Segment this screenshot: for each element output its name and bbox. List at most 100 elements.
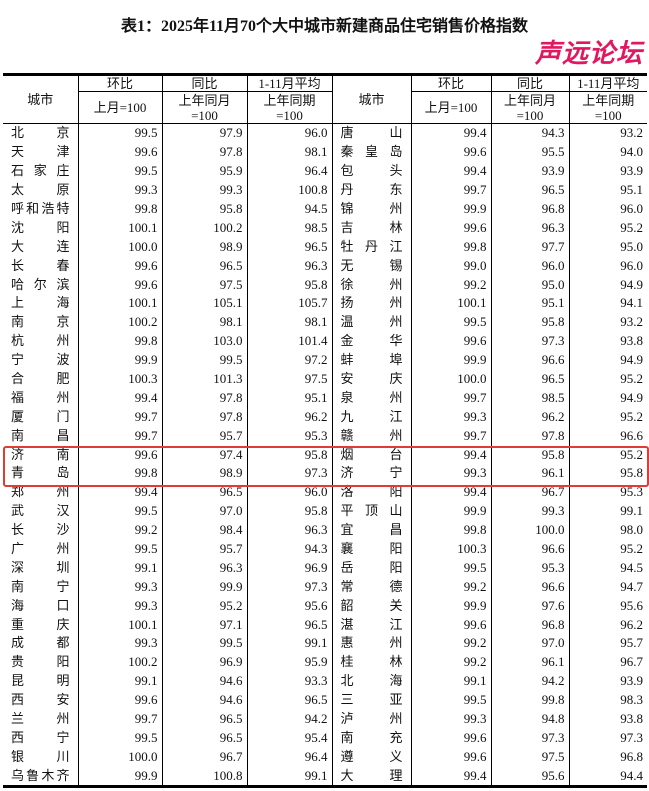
yoy-value: 96.5 — [490, 180, 569, 200]
avg-value: 93.9 — [568, 161, 647, 181]
table-title: 表1：2025年11月70个大中城市新建商品住宅销售价格指数 — [120, 18, 529, 35]
city-name: 呼和浩特 — [11, 201, 70, 216]
city-name: 济宁 — [331, 464, 411, 483]
header-avg-base-line2: =100 — [276, 107, 303, 123]
yoy-value: 99.3 — [161, 180, 247, 200]
avg-value: 96.3 — [246, 256, 332, 276]
yoy-value: 97.0 — [490, 634, 569, 653]
mom-value: 99.2 — [77, 520, 162, 540]
avg-value: 95.6 — [568, 596, 647, 616]
mom-value: 100.0 — [77, 237, 162, 257]
avg-value: 94.9 — [568, 275, 647, 295]
avg-value: 94.4 — [568, 766, 647, 787]
yoy-value: 95.6 — [490, 766, 569, 787]
avg-value: 95.2 — [568, 218, 647, 238]
avg-value: 93.2 — [568, 123, 647, 143]
mom-value: 99.3 — [77, 596, 162, 616]
table-row: 哈尔滨 99.6 97.5 95.8 徐州 99.2 95.0 94.9 — [3, 275, 647, 295]
mom-value: 99.9 — [410, 501, 491, 521]
avg-value: 96.0 — [246, 482, 332, 502]
yoy-value: 95.2 — [161, 596, 247, 616]
table-row: 福州 99.4 97.8 95.1 泉州 99.7 98.5 94.9 — [3, 388, 647, 408]
avg-value: 99.1 — [246, 766, 332, 787]
city-name: 广州 — [11, 541, 70, 557]
yoy-value: 100.0 — [490, 520, 569, 540]
yoy-value: 96.0 — [490, 256, 569, 276]
city-name: 长春 — [11, 257, 70, 273]
mom-value: 99.3 — [410, 407, 491, 427]
mom-value: 99.6 — [77, 445, 162, 465]
mom-value: 99.2 — [410, 634, 491, 653]
yoy-value: 99.9 — [161, 577, 247, 597]
table-row: 沈阳 100.1 100.2 98.5 吉林 99.6 96.3 95.2 — [3, 218, 647, 238]
avg-value: 105.7 — [246, 294, 332, 313]
city-name: 南宁 — [11, 578, 70, 594]
yoy-value: 95.7 — [161, 539, 247, 559]
header-yoy-base-line1: 上年同月 — [503, 92, 556, 108]
city-name: 海口 — [11, 597, 70, 613]
table-row: 武汉 99.5 97.0 95.8 平顶山 99.9 99.3 99.1 — [3, 501, 647, 521]
city-name: 包头 — [331, 161, 411, 181]
table-row: 宁波 99.9 99.5 97.2 蚌埠 99.9 96.6 94.9 — [3, 350, 647, 370]
city-name: 岳阳 — [331, 558, 411, 578]
mom-value: 99.0 — [410, 256, 491, 276]
table-row: 合肥 100.3 101.3 97.5 安庆 100.0 96.5 95.2 — [3, 369, 647, 389]
table-row: 西安 99.6 94.6 96.5 三亚 99.5 99.8 98.3 — [3, 690, 647, 710]
city-name: 哈尔滨 — [11, 276, 70, 292]
yoy-value: 93.9 — [490, 161, 569, 181]
mom-value: 100.0 — [410, 369, 491, 389]
yoy-value: 96.3 — [161, 558, 247, 578]
mom-value: 99.7 — [77, 407, 162, 427]
header-yoy-base-line2: =100 — [191, 107, 218, 123]
mom-value: 99.3 — [77, 577, 162, 597]
avg-value: 95.9 — [246, 652, 332, 672]
city-name: 北京 — [11, 125, 70, 141]
mom-value: 99.5 — [77, 501, 162, 521]
city-name: 太原 — [11, 182, 70, 198]
avg-value: 94.9 — [568, 388, 647, 408]
avg-value: 96.5 — [246, 237, 332, 257]
avg-value: 95.8 — [246, 275, 332, 295]
city-name: 遵义 — [331, 747, 411, 767]
avg-value: 95.2 — [568, 539, 647, 559]
avg-value: 93.9 — [568, 671, 647, 691]
avg-value: 99.1 — [246, 634, 332, 653]
mom-value: 99.4 — [77, 482, 162, 502]
table-row: 长沙 99.2 98.4 96.3 宜昌 99.8 100.0 98.0 — [3, 520, 647, 540]
header-yoy-base: 上年同月 =100 — [161, 91, 247, 124]
header-avg-2: 1-11月平均 — [568, 74, 647, 92]
header-yoy-2: 同比 — [490, 74, 569, 92]
city-name: 惠州 — [331, 634, 411, 653]
avg-value: 95.3 — [246, 426, 332, 446]
city-name: 重庆 — [11, 616, 70, 632]
table-row: 西宁 99.5 96.5 95.4 南充 99.6 97.3 97.3 — [3, 728, 647, 748]
city-name: 南京 — [11, 314, 70, 330]
table-row: 南宁 99.3 99.9 97.3 常德 99.2 96.6 94.7 — [3, 577, 647, 597]
avg-value: 96.2 — [568, 615, 647, 635]
mom-value: 99.6 — [77, 690, 162, 710]
avg-value: 96.3 — [246, 520, 332, 540]
yoy-value: 97.5 — [490, 747, 569, 767]
city-name: 烟台 — [331, 445, 411, 465]
city-name: 福州 — [11, 389, 70, 405]
avg-value: 97.3 — [568, 728, 647, 748]
header-mom: 环比 — [77, 74, 162, 92]
mom-value: 100.1 — [410, 294, 491, 313]
avg-value: 95.2 — [568, 369, 647, 389]
yoy-value: 97.0 — [161, 501, 247, 521]
header-mom-2: 环比 — [410, 74, 491, 92]
mom-value: 99.8 — [77, 331, 162, 351]
city-name: 郑州 — [11, 484, 70, 500]
city-name: 韶关 — [331, 596, 411, 616]
avg-value: 96.9 — [246, 558, 332, 578]
yoy-value: 96.8 — [490, 199, 569, 219]
yoy-value: 94.2 — [490, 671, 569, 691]
table-row: 海口 99.3 95.2 95.6 韶关 99.9 97.6 95.6 — [3, 596, 647, 616]
mom-value: 99.7 — [410, 426, 491, 446]
yoy-value: 94.6 — [161, 690, 247, 710]
avg-value: 95.1 — [246, 388, 332, 408]
city-name: 襄阳 — [331, 539, 411, 559]
avg-value: 93.2 — [568, 312, 647, 332]
yoy-value: 95.8 — [161, 199, 247, 219]
city-name: 赣州 — [331, 426, 411, 446]
